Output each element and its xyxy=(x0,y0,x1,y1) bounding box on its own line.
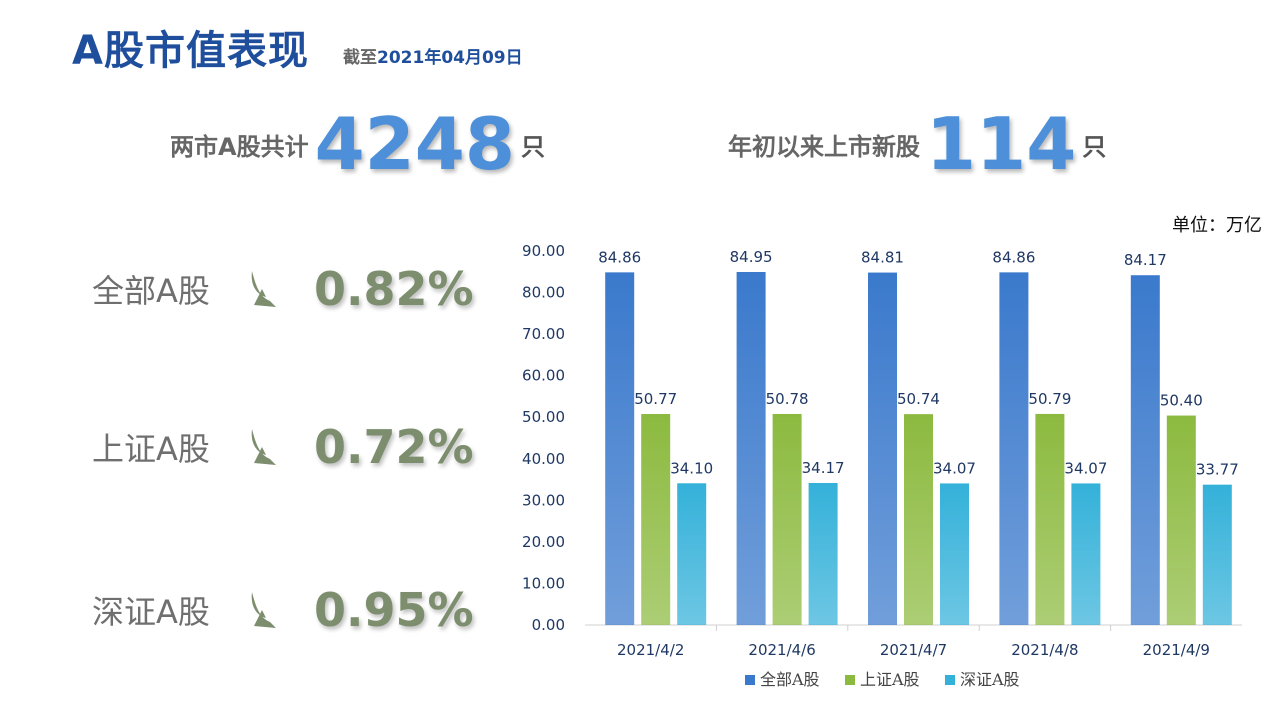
data-label: 84.17 xyxy=(1124,251,1167,269)
data-label: 84.86 xyxy=(598,248,641,266)
new-listings-label: 年初以来上市新股 xyxy=(728,132,920,161)
legend-swatch xyxy=(945,675,955,685)
bar xyxy=(1166,415,1196,625)
y-tick-label: 60.00 xyxy=(522,367,565,385)
data-label: 34.07 xyxy=(933,459,976,477)
data-label: 33.77 xyxy=(1196,461,1239,479)
y-tick-label: 80.00 xyxy=(522,284,565,302)
y-tick-label: 70.00 xyxy=(522,325,565,343)
new-listings-value: 114 xyxy=(926,102,1077,186)
y-tick-label: 50.00 xyxy=(522,408,565,426)
data-label: 34.10 xyxy=(670,459,713,477)
change-row-shanghai-a: 上证A股 0.72% xyxy=(92,420,474,474)
y-tick-label: 10.00 xyxy=(522,574,565,592)
legend-entry: 全部A股 xyxy=(760,670,820,689)
data-label: 50.78 xyxy=(766,390,809,408)
legend-entry: 上证A股 xyxy=(860,670,920,689)
x-tick-label: 2021/4/9 xyxy=(1143,641,1210,659)
legend-entry: 深证A股 xyxy=(960,670,1020,689)
data-label: 84.95 xyxy=(730,248,773,266)
data-label: 34.07 xyxy=(1064,459,1107,477)
total-stocks-value: 4248 xyxy=(314,102,515,186)
x-tick-label: 2021/4/2 xyxy=(617,641,684,659)
bar xyxy=(1035,413,1065,625)
total-stocks-label: 两市A股共计 xyxy=(170,132,309,161)
bar xyxy=(904,414,933,625)
page-title: A股市值表现 xyxy=(72,28,309,74)
bar xyxy=(772,413,802,625)
as-of-prefix: 截至 xyxy=(343,48,377,68)
y-tick-label: 20.00 xyxy=(522,533,565,551)
bar xyxy=(677,483,707,625)
bar xyxy=(1202,484,1232,625)
total-stocks-unit: 只 xyxy=(520,132,545,161)
new-listings-stat: 年初以来上市新股 114 只 xyxy=(728,108,1106,180)
change-percent: 0.95% xyxy=(314,583,474,637)
bar xyxy=(736,271,766,625)
chart-unit-label: 单位：万亿 xyxy=(1172,215,1262,236)
data-label: 50.40 xyxy=(1160,392,1203,410)
bar xyxy=(999,272,1029,625)
data-label: 50.77 xyxy=(634,390,677,408)
data-label: 84.81 xyxy=(861,249,904,267)
bar xyxy=(641,414,671,625)
data-label: 34.17 xyxy=(802,459,845,477)
down-arrow-icon xyxy=(251,429,276,465)
bar xyxy=(1071,483,1101,625)
change-row-all-a: 全部A股 0.82% xyxy=(92,262,474,316)
change-row-shenzhen-a: 深证A股 0.95% xyxy=(92,583,474,637)
bar xyxy=(808,483,838,625)
as-of-date: 截至2021年04月09日 xyxy=(343,43,523,68)
y-tick-label: 30.00 xyxy=(522,491,565,509)
change-percent: 0.82% xyxy=(314,262,474,316)
change-percent: 0.72% xyxy=(314,420,474,474)
change-name: 全部A股 xyxy=(92,272,210,310)
data-label: 50.74 xyxy=(897,390,940,408)
down-arrow-icon xyxy=(251,592,276,628)
legend-swatch xyxy=(745,675,755,685)
x-tick-label: 2021/4/8 xyxy=(1011,641,1078,659)
y-tick-label: 90.00 xyxy=(522,242,565,260)
data-label: 50.79 xyxy=(1028,390,1071,408)
x-tick-label: 2021/4/7 xyxy=(880,641,947,659)
total-stocks-stat: 两市A股共计 4248 只 xyxy=(170,108,545,180)
data-label: 84.86 xyxy=(992,248,1035,266)
down-arrow-icon xyxy=(251,271,276,307)
market-cap-bar-chart: 0.00 10.00 20.00 30.00 40.00 50.00 60.00 70.00 8… xyxy=(522,242,1242,689)
y-tick-label: 40.00 xyxy=(522,450,565,468)
new-listings-unit: 只 xyxy=(1082,132,1107,161)
bar xyxy=(605,272,635,625)
bar xyxy=(940,483,969,625)
change-name: 上证A股 xyxy=(92,430,210,468)
change-name: 深证A股 xyxy=(92,593,210,631)
y-tick-label: 0.00 xyxy=(532,616,565,634)
legend-swatch xyxy=(845,675,855,685)
bar xyxy=(1130,275,1160,625)
x-tick-label: 2021/4/6 xyxy=(748,641,815,659)
bar xyxy=(868,272,897,625)
as-of-date-value: 2021年04月09日 xyxy=(377,48,523,68)
